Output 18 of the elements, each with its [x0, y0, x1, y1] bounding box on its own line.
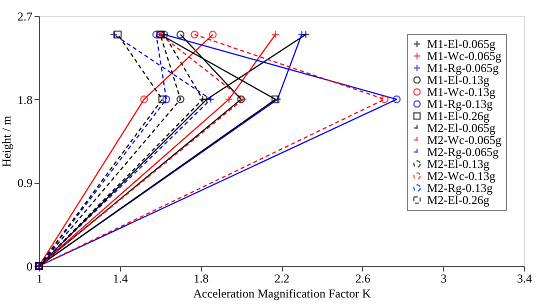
x-tick-label: 2.2 — [274, 272, 290, 286]
x-tick-label: 1 — [36, 272, 42, 286]
y-tick-label: 1.8 — [18, 92, 32, 107]
x-axis-title: Acceleration Magnification Factor K — [193, 286, 372, 300]
legend-label: M1-El-0.065g — [427, 37, 496, 51]
x-tick-label: 3 — [440, 272, 447, 286]
x-tick-label: 2.6 — [355, 272, 370, 286]
x-tick-label: 1.4 — [112, 272, 128, 286]
y-axis-title: Height / m — [0, 115, 14, 168]
y-tick-label: 0.9 — [18, 176, 32, 190]
legend-label: M2-Rg-0.13g — [427, 181, 493, 195]
x-tick-label: 3.4 — [517, 272, 532, 286]
legend-label: M1-Rg-0.065g — [427, 61, 499, 75]
legend-label: M2-Rg-0.065g — [427, 145, 499, 159]
y-tick-label: 0 — [26, 260, 32, 274]
x-tick-label: 1.8 — [194, 272, 209, 286]
legend-label: M1-Rg-0.13g — [427, 97, 493, 111]
y-tick-label: 2.7 — [18, 10, 32, 24]
